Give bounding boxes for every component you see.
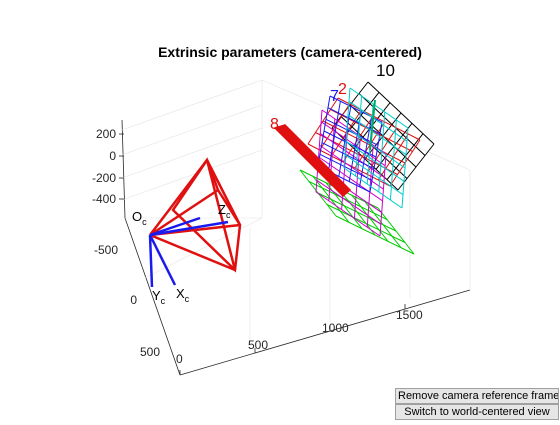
axis-edge-vertical <box>121 119 126 219</box>
grid-line <box>347 114 407 156</box>
board-8-edge <box>273 124 352 198</box>
x-tick-marks <box>179 304 406 375</box>
board-labels: 10 2 7 8 <box>270 61 395 133</box>
grid-line <box>320 121 386 167</box>
grid-line <box>326 204 406 243</box>
x-tick-label: 1000 <box>322 321 349 335</box>
grid-line <box>345 140 405 182</box>
grid-line <box>367 81 435 145</box>
z-tick-labels: 200 0 -200 -400 <box>92 127 116 206</box>
grid-line <box>321 109 387 155</box>
grid-line <box>321 142 375 170</box>
axis-edge-left <box>124 217 181 376</box>
camera-labels: Oc Xc Yc Zc <box>132 202 231 306</box>
camera-y-label: Yc <box>152 288 166 306</box>
camera-x-axis <box>148 234 177 286</box>
y-tick-label: 500 <box>140 345 160 359</box>
grid-line <box>335 215 415 255</box>
camera-z-axis-2 <box>149 216 201 237</box>
grid <box>121 79 471 345</box>
grid-line <box>308 181 388 220</box>
grid-line <box>317 192 397 232</box>
grid-line <box>337 97 421 141</box>
z-tick-label: 0 <box>109 149 116 163</box>
remove-camera-frame-button[interactable]: Remove camera reference frame <box>395 388 559 404</box>
board-label-8: 8 <box>270 116 279 133</box>
grid-line <box>348 100 408 142</box>
board-cyan <box>343 87 409 209</box>
board-label-7: 7 <box>330 88 339 105</box>
z-tick-label: -200 <box>92 171 116 185</box>
grid-line <box>315 191 381 237</box>
z-tick-label: -400 <box>92 192 116 206</box>
grid-line <box>344 154 404 196</box>
y-tick-label: 0 <box>130 293 137 307</box>
board-teal-edge <box>369 99 376 151</box>
x-tick-label: 1500 <box>396 308 423 322</box>
x-tick-labels: 0 500 1000 1500 <box>176 308 423 366</box>
y-tick-labels: -500 0 500 <box>94 243 160 359</box>
camera-y-axis <box>148 234 154 288</box>
grid-line <box>319 153 373 181</box>
x-tick-label: 500 <box>248 338 268 352</box>
grid-line <box>346 127 406 169</box>
camera-z-label: Zc <box>218 202 231 220</box>
board-label-2: 2 <box>338 81 347 98</box>
grid-line <box>358 93 426 156</box>
camera-x-label: Xc <box>176 286 190 304</box>
z-tick-label: 200 <box>96 127 116 141</box>
y-tick-label: -500 <box>94 243 118 257</box>
grid-line <box>343 167 403 209</box>
grid-line <box>316 179 382 225</box>
x-tick-label: 0 <box>176 352 183 366</box>
camera-z-axis <box>149 220 229 237</box>
axis-edge-bottom <box>179 289 471 376</box>
plot-title: Extrinsic parameters (camera-centered) <box>158 44 422 60</box>
grid-line <box>315 109 323 193</box>
grid-line <box>349 87 409 129</box>
grid-line <box>325 118 379 146</box>
switch-world-view-button[interactable]: Switch to world-centered view <box>395 404 559 420</box>
grid-line <box>322 120 406 164</box>
camera-axes <box>148 216 229 288</box>
board-label-10: 10 <box>376 61 395 80</box>
z-tick-marks <box>119 133 124 200</box>
camera-origin-label: Oc <box>132 209 147 227</box>
axes-box <box>121 119 471 376</box>
